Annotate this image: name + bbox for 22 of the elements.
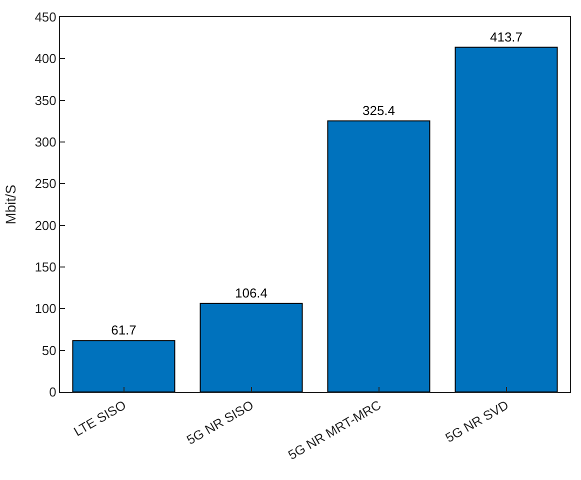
bar: [72, 340, 176, 392]
data-label: 413.7: [490, 29, 523, 44]
data-label: 325.4: [362, 102, 396, 118]
x-tick-label: 5G NR SISO: [184, 397, 256, 448]
data-label: 61.7: [111, 322, 136, 338]
y-tick-label: 200: [34, 218, 56, 233]
y-axis-title: Mbit/S: [2, 184, 18, 224]
y-tick-label: 150: [34, 260, 56, 275]
y-tick-label: 450: [34, 10, 56, 25]
y-tick-label: 300: [34, 134, 56, 150]
y-tick-label: 250: [34, 176, 56, 192]
data-label: 106.4: [234, 285, 268, 300]
y-tick-label: 400: [34, 51, 56, 66]
y-tick-label: 100: [34, 301, 56, 316]
x-tick-label: 5G NR SVD: [442, 397, 511, 446]
bar: [454, 46, 558, 392]
y-tick-label: 350: [34, 92, 56, 108]
x-tick-label: LTE SISO: [71, 397, 128, 440]
bar: [200, 302, 303, 392]
y-tick-label: 0: [49, 384, 56, 400]
y-tick-label: 50: [42, 342, 56, 358]
bar: [327, 120, 430, 392]
